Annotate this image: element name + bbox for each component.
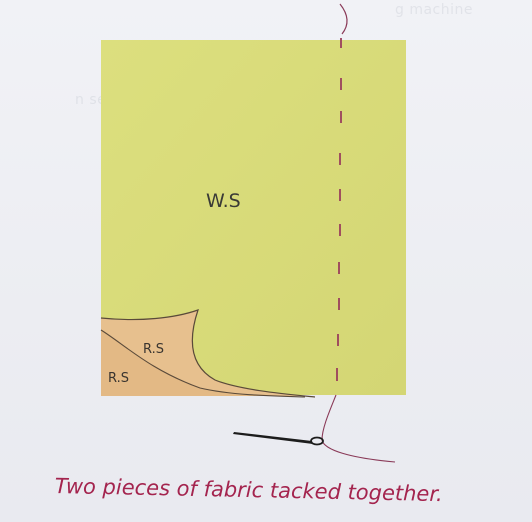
right-side-label-lower: R.S [108,371,129,386]
fold-edge-line [100,309,316,398]
thread-icon [339,3,348,35]
bleed-through-text: g machine [395,2,473,18]
right-side-label-upper: R.S [143,342,164,357]
wrong-side-label: W.S [206,190,241,212]
needle-icon [233,432,324,446]
fold-edge-line-lower [100,329,306,398]
folded-corner-lower-piece [101,330,300,396]
thread-icon [321,394,396,463]
tacking-stitches [336,38,342,381]
